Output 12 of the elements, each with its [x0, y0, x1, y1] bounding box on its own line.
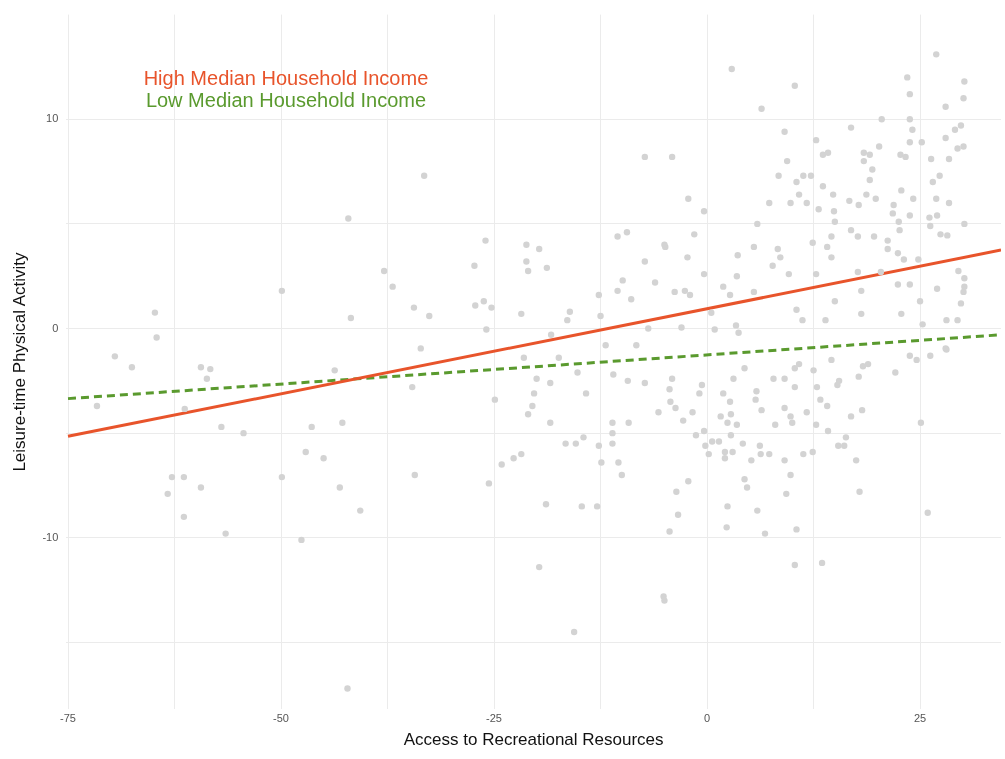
text: Low Median Household Income: [145, 89, 427, 112]
y-axis-title: Leisure-time Physical Activity: [9, 251, 29, 472]
y-tick-label: 0: [52, 321, 59, 334]
x-tick-label: -50: [273, 712, 289, 725]
x-tick-label: -25: [486, 712, 502, 725]
text: High Median Household Income: [143, 67, 429, 90]
x-tick-label: 25: [913, 712, 927, 725]
y-tick-label: 10: [46, 112, 59, 125]
y-tick-label: -10: [42, 530, 59, 543]
x-tick-label: 0: [703, 712, 711, 725]
x-axis-title: Access to Recreational Resources: [403, 730, 664, 750]
x-tick-label: -75: [60, 712, 76, 725]
